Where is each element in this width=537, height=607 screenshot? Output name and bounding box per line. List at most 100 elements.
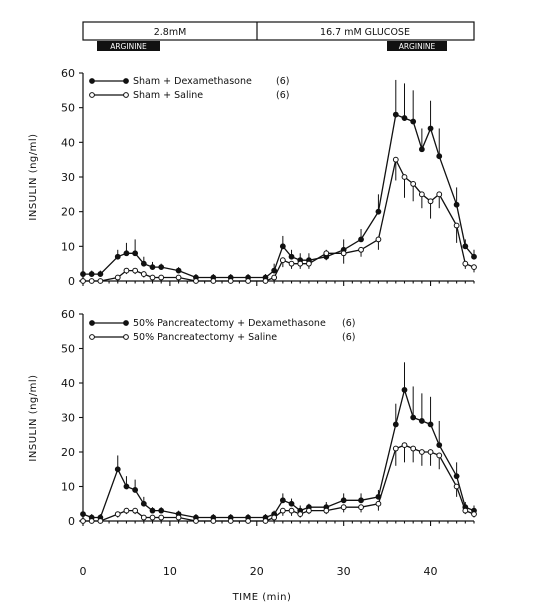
data-point-filled xyxy=(149,507,156,514)
data-point-open xyxy=(175,514,182,521)
data-point-open xyxy=(358,246,364,253)
data-point-filled xyxy=(453,201,460,208)
x-tick-label: 20 xyxy=(250,565,264,578)
data-point-open xyxy=(297,260,304,267)
y-tick-label: 40 xyxy=(61,136,75,149)
data-point-open xyxy=(427,198,434,205)
data-point-open xyxy=(427,449,434,455)
bottom-legend-entry-saline: 50% Pancreatectomy + Saline (6) xyxy=(89,332,355,343)
series-dexamethasone xyxy=(80,79,477,281)
y-tick-label: 0 xyxy=(68,275,75,288)
bottom-panel: INSULIN (ng/ml) 50% Pancreatectomy + Dex… xyxy=(28,308,477,528)
data-point-open xyxy=(227,518,234,524)
y-tick-label: 10 xyxy=(61,240,75,253)
data-point-open xyxy=(462,260,469,267)
series-saline xyxy=(80,442,477,524)
data-point-open xyxy=(375,236,382,243)
condition-header: 2.8mM 16.7 mM GLUCOSE ARGININE ARGININE xyxy=(82,21,475,51)
x-tick-label: 10 xyxy=(163,565,177,578)
top-legend-entry-dex: Sham + Dexamethasone (6) xyxy=(89,76,289,87)
legend-marker-filled xyxy=(123,78,129,84)
data-point-open xyxy=(340,250,347,257)
x-tick-label: 0 xyxy=(80,565,87,578)
data-point-open xyxy=(358,504,364,511)
data-point-open xyxy=(175,274,182,281)
top-legend: Sham + Dexamethasone (6) Sham + Saline (… xyxy=(89,76,289,101)
data-point-open xyxy=(392,445,399,452)
data-point-open xyxy=(210,518,217,524)
data-point-open xyxy=(80,518,86,524)
data-point-open xyxy=(210,278,217,284)
data-point-open xyxy=(158,274,165,281)
data-point-open xyxy=(436,191,443,198)
data-point-open xyxy=(436,452,443,459)
data-point-filled xyxy=(114,253,121,260)
data-point-filled xyxy=(132,487,139,493)
data-point-filled xyxy=(114,466,121,473)
data-point-filled xyxy=(88,271,95,277)
data-point-filled xyxy=(358,236,364,243)
data-point-filled xyxy=(158,264,165,271)
data-point-filled xyxy=(132,250,139,257)
data-point-open xyxy=(453,483,460,490)
legend-n: (6) xyxy=(342,318,355,329)
data-point-filled xyxy=(358,497,364,504)
data-point-filled xyxy=(436,442,443,449)
y-tick-label: 50 xyxy=(61,102,75,115)
data-point-filled xyxy=(271,267,278,274)
data-point-open xyxy=(114,274,121,281)
data-point-open xyxy=(132,507,139,514)
data-point-filled xyxy=(140,260,147,267)
data-point-open xyxy=(410,181,417,187)
legend-label: 50% Pancreatectomy + Dexamethasone xyxy=(133,318,326,329)
data-point-open xyxy=(288,507,295,514)
data-point-filled xyxy=(427,421,434,428)
data-point-open xyxy=(193,518,199,524)
legend-n: (6) xyxy=(276,90,289,101)
data-point-open xyxy=(80,278,86,284)
data-point-open xyxy=(471,511,477,517)
arginine-bar-2 xyxy=(387,41,447,51)
legend-marker-open xyxy=(123,92,129,98)
data-point-filled xyxy=(427,125,434,132)
data-point-open xyxy=(288,260,295,267)
data-point-open xyxy=(149,514,156,521)
data-point-open xyxy=(323,507,330,514)
data-point-filled xyxy=(392,421,399,428)
data-point-open xyxy=(271,274,278,281)
legend-marker-open xyxy=(89,92,95,98)
data-point-open xyxy=(88,278,95,284)
y-tick-label: 30 xyxy=(61,412,75,425)
x-tick-label: 40 xyxy=(424,565,438,578)
bottom-legend: 50% Pancreatectomy + Dexamethasone (6) 5… xyxy=(89,318,355,343)
data-point-open xyxy=(97,278,104,284)
data-point-open xyxy=(149,274,156,281)
y-tick-label: 60 xyxy=(61,308,75,321)
legend-label: 50% Pancreatectomy + Saline xyxy=(133,332,277,343)
data-point-open xyxy=(97,518,104,524)
data-point-open xyxy=(88,518,95,524)
y-tick-label: 50 xyxy=(61,343,75,356)
arginine-label-1: ARGININE xyxy=(110,42,147,51)
glucose-bar xyxy=(82,21,475,41)
data-point-open xyxy=(340,504,347,511)
data-point-filled xyxy=(471,253,477,260)
data-point-open xyxy=(418,191,425,198)
data-point-filled xyxy=(418,146,425,153)
data-point-filled xyxy=(288,500,295,507)
data-point-open xyxy=(140,271,147,277)
data-point-open xyxy=(375,500,382,507)
glucose-low-label: 2.8mM xyxy=(154,27,187,38)
y-tick-label: 60 xyxy=(61,67,75,80)
data-point-filled xyxy=(462,243,469,250)
y-tick-label: 30 xyxy=(61,171,75,184)
data-point-open xyxy=(471,264,477,271)
data-point-filled xyxy=(123,483,130,490)
data-point-filled xyxy=(410,118,417,125)
data-point-filled xyxy=(401,387,408,393)
data-point-open xyxy=(323,250,330,257)
top-legend-entry-saline: Sham + Saline (6) xyxy=(89,90,289,101)
top-panel: INSULIN (ng/ml) Sham + Dexamethasone (6)… xyxy=(28,67,477,288)
data-point-filled xyxy=(340,497,347,504)
